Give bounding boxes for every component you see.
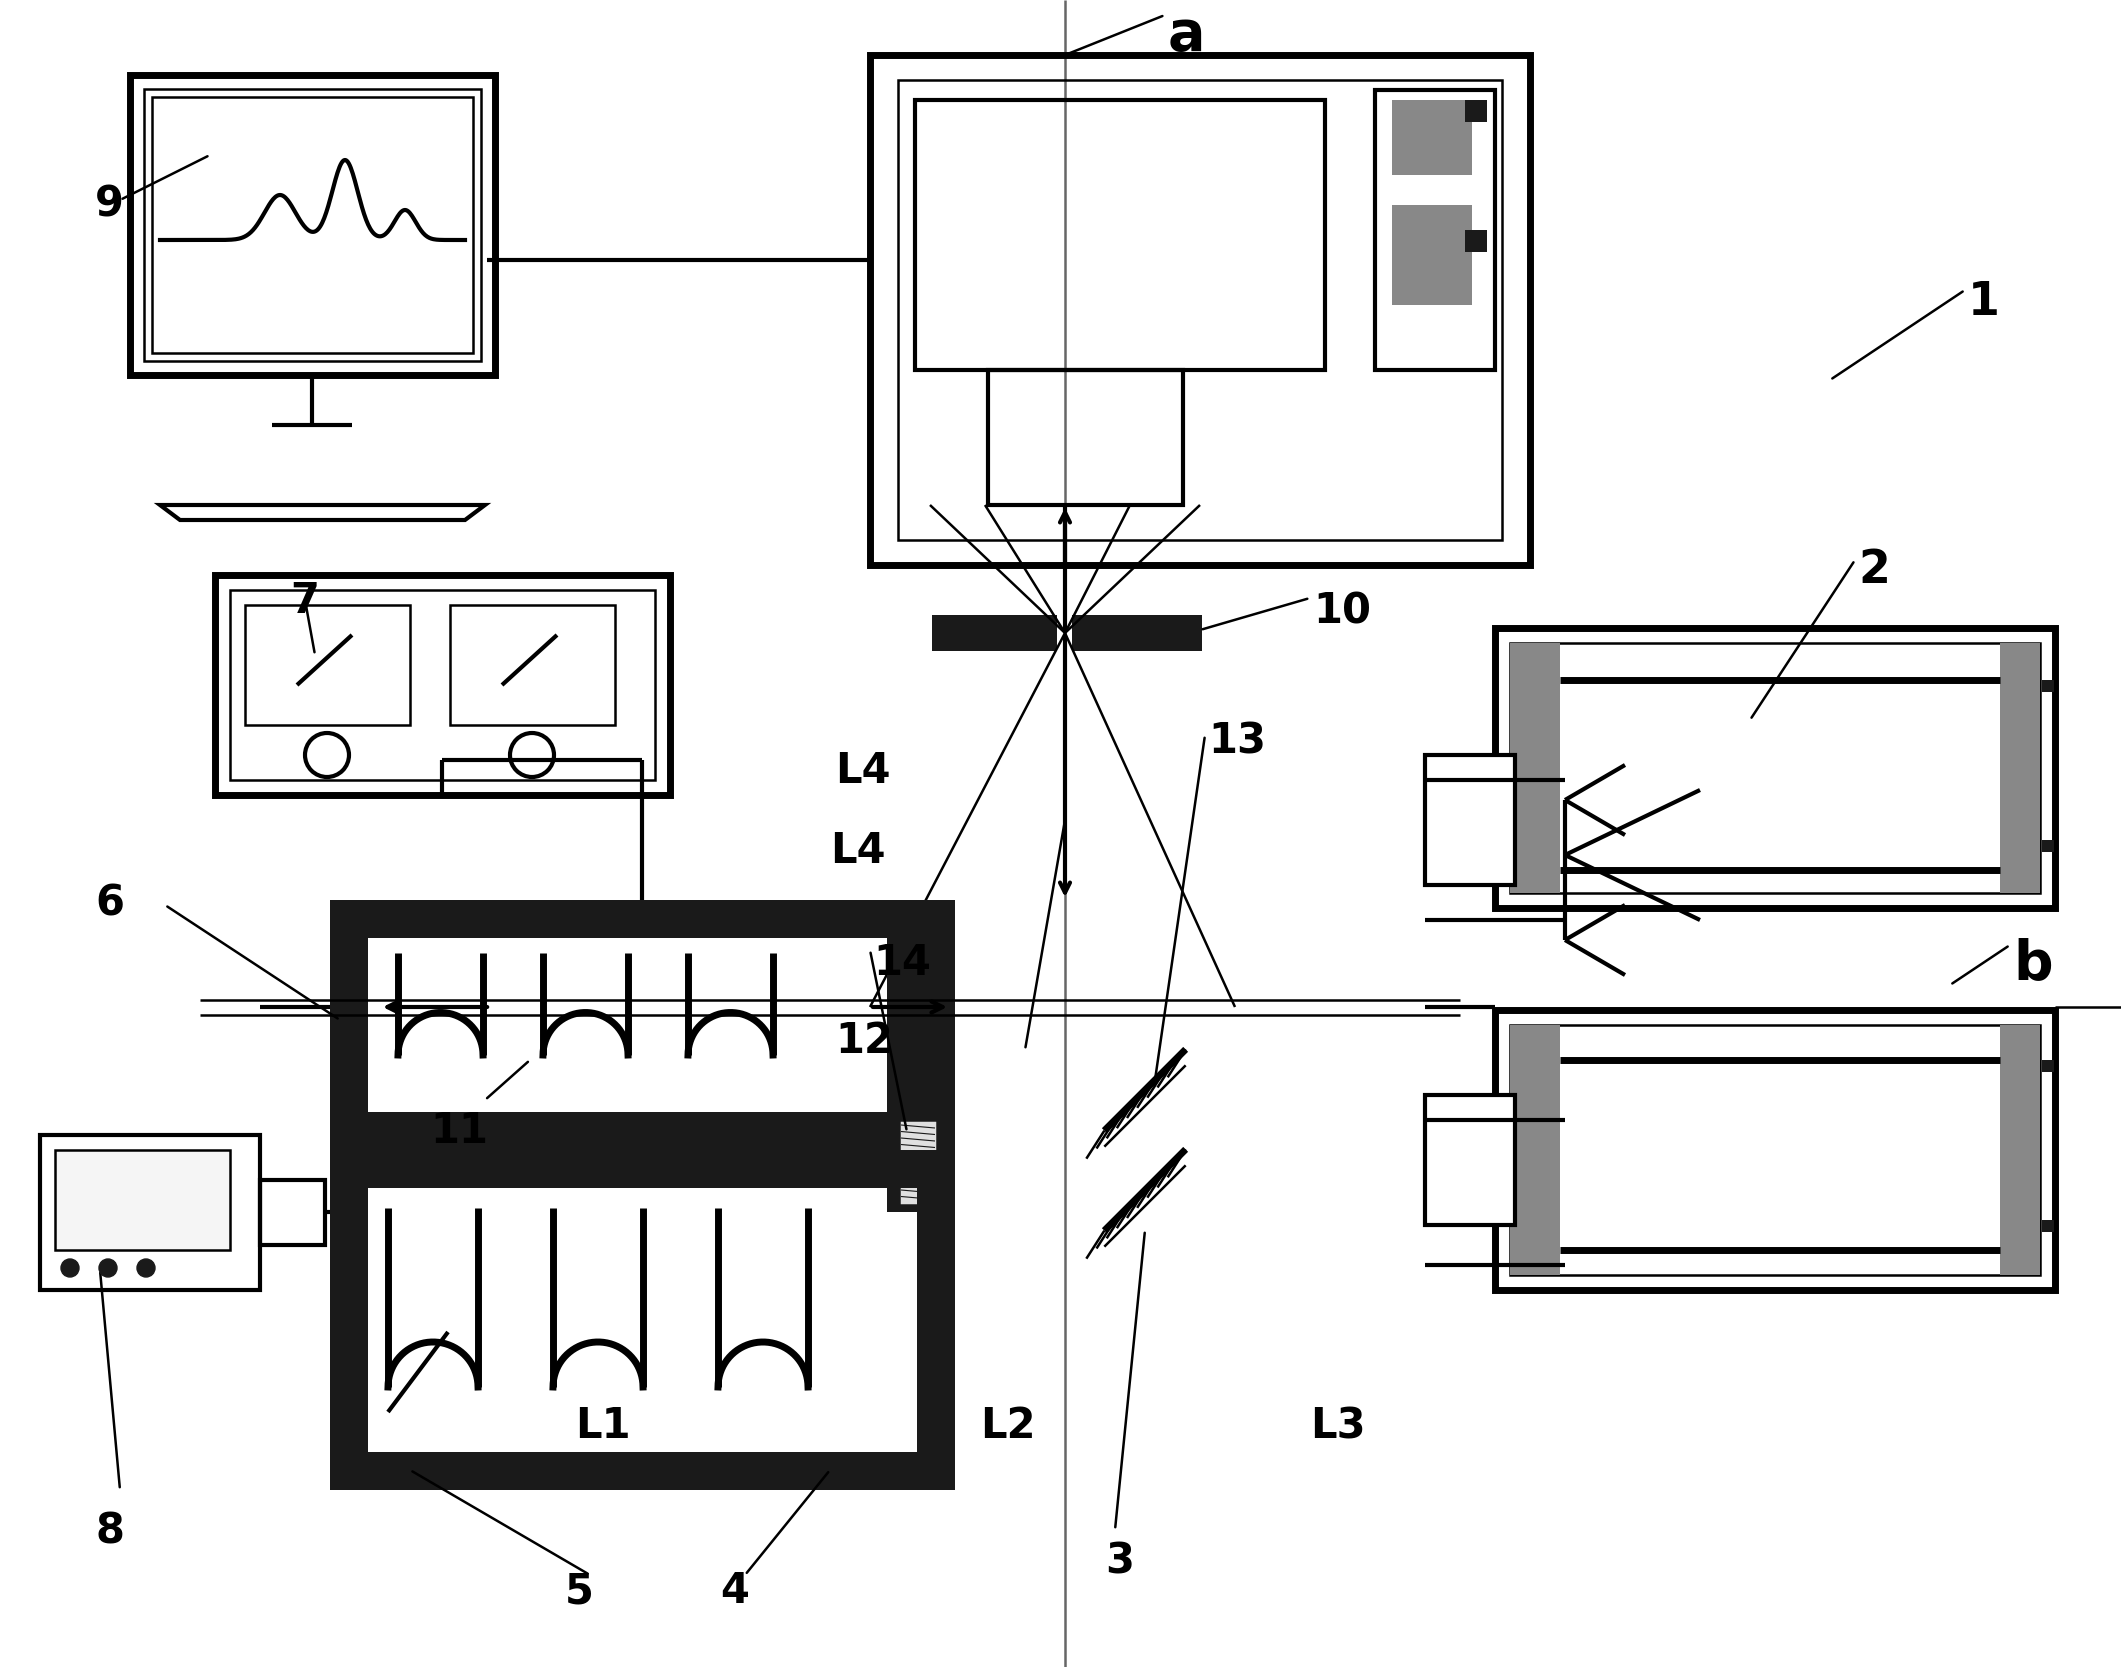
Bar [931, 615, 1056, 652]
Bar [1510, 1025, 2040, 1275]
Text: L1: L1 [575, 1405, 630, 1447]
Bar [1510, 1025, 1561, 1275]
Circle shape [138, 1259, 155, 1277]
Bar [1495, 628, 2055, 909]
Bar [1425, 1095, 1514, 1225]
Bar [1510, 643, 1561, 894]
Bar [331, 900, 369, 1150]
Bar [261, 1180, 325, 1245]
Text: L3: L3 [1311, 1405, 1366, 1447]
Text: L2: L2 [980, 1405, 1035, 1447]
Bar [1425, 755, 1514, 885]
Bar [1391, 205, 1472, 305]
Bar [1466, 230, 1487, 252]
Bar [246, 605, 409, 725]
Text: L4: L4 [829, 830, 884, 872]
Text: 12: 12 [836, 1020, 893, 1062]
Bar [1466, 100, 1487, 122]
Bar [2000, 1025, 2040, 1275]
Bar [450, 605, 615, 725]
Bar [214, 575, 670, 795]
Bar [916, 1150, 954, 1490]
Text: 9: 9 [95, 183, 123, 225]
Bar [2043, 1220, 2053, 1232]
Text: 14: 14 [874, 942, 931, 984]
Bar [331, 1112, 954, 1150]
Bar [2043, 840, 2053, 852]
Circle shape [62, 1259, 78, 1277]
Bar [988, 370, 1184, 505]
Text: 1: 1 [1968, 280, 2000, 325]
Text: b: b [2013, 937, 2053, 990]
Bar [870, 55, 1529, 565]
Bar [2043, 680, 2053, 692]
Text: 2: 2 [1858, 548, 1890, 593]
Text: 11: 11 [431, 1110, 488, 1152]
Bar [153, 97, 473, 353]
Bar [1374, 90, 1495, 370]
Bar [55, 1150, 229, 1250]
Circle shape [100, 1259, 117, 1277]
Bar [2043, 1060, 2053, 1072]
Bar [144, 88, 481, 362]
Text: 13: 13 [1209, 720, 1266, 762]
Bar [887, 1112, 948, 1212]
Bar [331, 1150, 954, 1189]
Bar [331, 1150, 369, 1490]
Text: 5: 5 [564, 1570, 594, 1612]
Bar [887, 900, 916, 1150]
Bar [899, 1120, 937, 1205]
Bar [897, 80, 1502, 540]
Text: 4: 4 [719, 1570, 749, 1612]
Text: 10: 10 [1313, 590, 1370, 632]
Bar [331, 1452, 954, 1490]
Bar [40, 1135, 261, 1290]
Bar [1071, 615, 1203, 652]
Bar [129, 75, 494, 375]
Text: 3: 3 [1105, 1540, 1135, 1582]
Bar [1391, 100, 1472, 175]
Text: 7: 7 [291, 580, 318, 622]
Text: 8: 8 [95, 1510, 123, 1552]
Bar [2000, 643, 2040, 894]
Text: 6: 6 [95, 882, 123, 924]
Bar [914, 100, 1326, 370]
Bar [229, 590, 655, 780]
Bar [916, 900, 954, 1150]
Text: L4: L4 [836, 750, 891, 792]
Text: a: a [1169, 8, 1205, 62]
Bar [1510, 643, 2040, 894]
Bar [1495, 1010, 2055, 1290]
Bar [331, 900, 954, 939]
